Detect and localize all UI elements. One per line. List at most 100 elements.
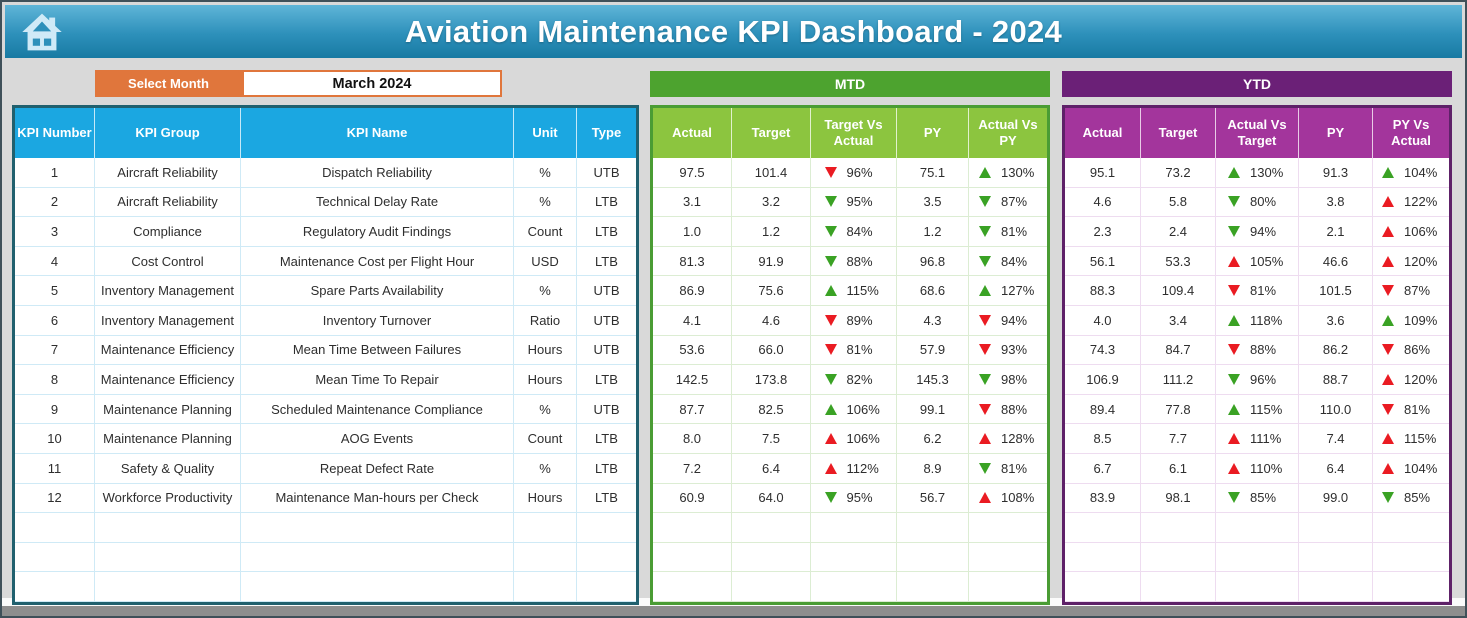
down-triangle-icon (1382, 492, 1394, 504)
percent-value: 85% (1404, 490, 1431, 506)
kpi-name-cell: AOG Events (241, 424, 514, 454)
ytd-py-vs-actual-cell: 120% (1373, 247, 1449, 277)
ytd-py-cell: 86.2 (1299, 335, 1373, 366)
kpi-row: 7 Maintenance Efficiency Mean Time Between… (15, 335, 636, 366)
empty-cell (653, 572, 732, 602)
up-triangle-icon (1382, 255, 1394, 267)
ytd-table-body: 95.1 73.2 130% 91.3 104% 4.6 5.8 80% 3.8 122% 2.3 2… (1065, 158, 1449, 602)
mtd-actual-cell: 60.9 (653, 483, 732, 514)
ytd-target-cell: 109.4 (1141, 276, 1216, 306)
empty-cell (1373, 543, 1449, 573)
ytd-target-cell: 3.4 (1141, 305, 1216, 336)
kpi-unit-cell: % (514, 187, 577, 218)
empty-cell (1141, 513, 1216, 543)
kpi-type-cell: LTB (577, 424, 636, 454)
home-icon[interactable] (21, 11, 63, 53)
up-triangle-icon (979, 492, 991, 504)
kpi-unit-cell: Count (514, 424, 577, 454)
ytd-actual-cell: 4.6 (1065, 187, 1141, 218)
mtd-py-cell: 145.3 (897, 365, 969, 395)
empty-cell (1216, 542, 1299, 573)
kpi-group-cell: Maintenance Efficiency (95, 365, 241, 395)
ytd-banner: YTD (1062, 71, 1452, 97)
kpi-group-cell: Inventory Management (95, 276, 241, 306)
down-triangle-icon (1228, 492, 1240, 504)
empty-cell (95, 572, 241, 602)
empty-cell (514, 542, 577, 573)
empty-row (653, 542, 1047, 573)
mtd-py-cell: 56.7 (897, 483, 969, 514)
ytd-actual-vs-target-cell: 105% (1216, 246, 1299, 277)
percent-value: 87% (1001, 194, 1028, 210)
mtd-target-vs-actual-cell: 81% (811, 335, 897, 366)
kpi-name-cell: Scheduled Maintenance Compliance (241, 394, 514, 425)
percent-value: 106% (846, 431, 880, 447)
mtd-actual-cell: 3.1 (653, 187, 732, 218)
ytd-actual-vs-target-cell: 85% (1216, 483, 1299, 514)
mtd-target-vs-actual-cell: 95% (811, 187, 897, 218)
percent-value: 84% (1001, 253, 1028, 269)
kpi-group-cell: Cost Control (95, 246, 241, 277)
mtd-actual-vs-py-cell: 87% (969, 188, 1047, 218)
kpi-type-cell: UTB (577, 336, 636, 366)
mtd-py-cell: 57.9 (897, 335, 969, 366)
mtd-actual-cell: 7.2 (653, 453, 732, 484)
ytd-target-cell: 5.8 (1141, 187, 1216, 218)
down-triangle-icon (824, 196, 837, 208)
ytd-actual-vs-target-cell: 111% (1216, 424, 1299, 454)
bottom-bar (2, 606, 1465, 616)
kpi-row: 4 Cost Control Maintenance Cost per Flight… (15, 246, 636, 277)
percent-value: 115% (1404, 431, 1437, 447)
percent-value: 81% (846, 342, 873, 358)
ytd-row: 4.0 3.4 118% 3.6 109% (1065, 305, 1449, 336)
empty-row (15, 572, 636, 602)
up-triangle-icon (1382, 314, 1394, 326)
mtd-target-vs-actual-cell: 84% (811, 217, 897, 247)
percent-value: 128% (1001, 431, 1035, 447)
ytd-actual-vs-target-cell: 118% (1216, 305, 1299, 336)
up-triangle-icon (979, 433, 991, 445)
down-triangle-icon (979, 196, 991, 208)
empty-cell (732, 572, 811, 602)
empty-cell (969, 572, 1047, 602)
down-triangle-icon (1382, 344, 1394, 356)
percent-value: 88% (846, 253, 873, 269)
down-triangle-icon (824, 225, 837, 237)
ytd-actual-vs-target-cell: 115% (1216, 394, 1299, 425)
percent-value: 120% (1404, 371, 1438, 387)
kpi-unit-header: Unit (514, 108, 577, 158)
ytd-actual-vs-target-cell: 88% (1216, 335, 1299, 366)
ytd-row: 4.6 5.8 80% 3.8 122% (1065, 187, 1449, 218)
select-month-label: Select Month (95, 70, 242, 97)
mtd-py-cell: 68.6 (897, 276, 969, 306)
kpi-name-cell: Mean Time To Repair (241, 365, 514, 395)
percent-value: 109% (1404, 312, 1438, 328)
ytd-py-vs-actual-cell: 81% (1373, 395, 1449, 425)
month-dropdown[interactable]: March 2024 (242, 70, 502, 97)
kpi-number-cell: 6 (15, 305, 95, 336)
down-triangle-icon (1228, 344, 1240, 356)
kpi-unit-cell: Hours (514, 365, 577, 395)
ytd-table-header: Actual Target Actual Vs Target PY PY Vs … (1065, 108, 1449, 158)
mtd-target-vs-actual-cell: 96% (811, 158, 897, 188)
mtd-target-cell: 4.6 (732, 305, 811, 336)
percent-value: 81% (1001, 223, 1028, 239)
kpi-name-cell: Repeat Defect Rate (241, 453, 514, 484)
mtd-row: 3.1 3.2 95% 3.5 87% (653, 187, 1047, 218)
mtd-row: 8.0 7.5 106% 6.2 128% (653, 424, 1047, 454)
ytd-table: Actual Target Actual Vs Target PY PY Vs … (1062, 105, 1452, 605)
percent-value: 81% (1001, 460, 1028, 476)
ytd-row: 106.9 111.2 96% 88.7 120% (1065, 365, 1449, 395)
percent-value: 111% (1250, 431, 1282, 447)
mtd-actual-cell: 81.3 (653, 246, 732, 277)
kpi-unit-cell: % (514, 453, 577, 484)
mtd-table: Actual Target Target Vs Actual PY Actual… (650, 105, 1050, 605)
percent-value: 94% (1001, 312, 1028, 328)
ytd-py-cell: 88.7 (1299, 365, 1373, 395)
ytd-target-cell: 2.4 (1141, 217, 1216, 247)
percent-value: 96% (1250, 371, 1277, 387)
kpi-number-cell: 7 (15, 335, 95, 366)
mtd-py-cell: 75.1 (897, 158, 969, 188)
mtd-actual-vs-py-cell: 93% (969, 336, 1047, 366)
percent-value: 118% (1250, 312, 1283, 328)
